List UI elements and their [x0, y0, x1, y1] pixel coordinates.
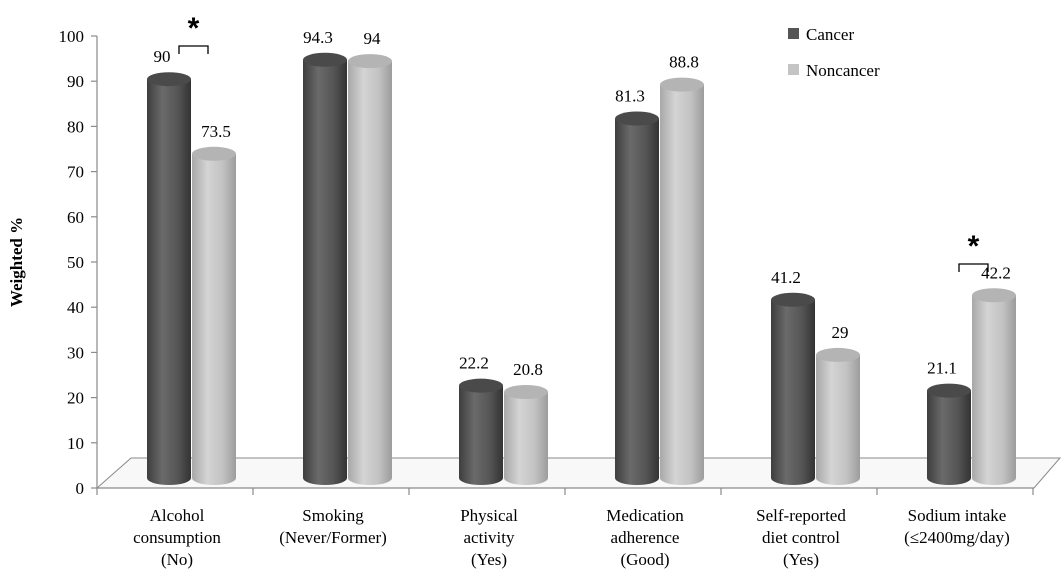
bar-noncancer [660, 77, 704, 486]
bar-top [816, 347, 860, 362]
category-label: Physical activity (Yes) [460, 506, 518, 569]
bar-noncancer [972, 288, 1016, 485]
y-tick-label: 30 [67, 343, 84, 362]
bar-noncancer [192, 146, 236, 485]
y-axis: 0 10 20 30 40 50 60 70 80 90 100 [59, 27, 98, 498]
significance-asterisk: * [188, 12, 200, 45]
data-label-noncancer: 88.8 [669, 53, 699, 72]
bar-cancer [771, 292, 815, 485]
category-labels: Alcohol consumption (No) Smoking (Never/Form… [133, 506, 1010, 569]
significance-marker: * [178, 12, 209, 54]
bar-body [660, 84, 704, 486]
bar-body [927, 390, 971, 485]
bar-top [459, 378, 503, 393]
y-tick-label: 80 [67, 117, 84, 136]
bar-top [348, 54, 392, 69]
data-label-noncancer: 94 [364, 29, 382, 48]
bar-top [504, 384, 548, 399]
data-label-noncancer: 20.8 [513, 360, 543, 379]
bar-cancer [303, 52, 347, 485]
bar-body [615, 118, 659, 486]
y-tick-label: 10 [67, 434, 84, 453]
y-tick-label: 50 [67, 253, 84, 272]
significance-bracket [178, 45, 209, 54]
y-tick-label: 0 [76, 479, 85, 498]
data-label-cancer: 21.1 [927, 359, 957, 378]
bar-body [816, 354, 860, 485]
bar-top [192, 146, 236, 161]
category-label: Self-reported diet control (Yes) [756, 506, 846, 569]
data-label-cancer: 81.3 [615, 87, 645, 106]
bars [147, 52, 1016, 486]
y-axis-ticks: 0 10 20 30 40 50 60 70 80 90 100 [59, 27, 97, 498]
y-tick-label: 100 [59, 27, 85, 46]
data-label-noncancer: 29 [832, 323, 849, 342]
bar-body [303, 59, 347, 485]
legend-label-noncancer: Noncancer [806, 61, 880, 80]
bar-cancer [147, 72, 191, 485]
bar-top [615, 111, 659, 126]
y-tick-label: 90 [67, 72, 84, 91]
significance-asterisk: * [968, 230, 980, 263]
data-label-cancer: 41.2 [771, 268, 801, 287]
significance-marker: * [958, 230, 989, 272]
bar-body [147, 79, 191, 485]
y-axis-label: Weighted % [7, 217, 26, 307]
bar-body [192, 153, 236, 485]
y-tick-label: 20 [67, 389, 84, 408]
bar-cancer [459, 378, 503, 485]
bar-body [972, 295, 1016, 485]
bar-top [660, 77, 704, 92]
significance-markers: ** [178, 12, 989, 272]
bar-noncancer [816, 347, 860, 485]
bar-top [303, 52, 347, 67]
bar-cancer [927, 383, 971, 485]
chart-floor [95, 457, 1061, 489]
data-label-noncancer: 73.5 [201, 122, 231, 141]
significance-bracket [958, 263, 989, 272]
category-label: Medication adherence (Good) [606, 506, 684, 569]
legend-swatch-noncancer [788, 64, 799, 75]
bar-body [504, 391, 548, 485]
bar-body [348, 61, 392, 486]
data-label-cancer: 90 [154, 47, 171, 66]
y-tick-label: 70 [67, 163, 84, 182]
y-tick-label: 40 [67, 298, 84, 317]
legend-swatch-cancer [788, 28, 799, 39]
bar-top [147, 72, 191, 87]
data-label-cancer: 22.2 [459, 354, 489, 373]
bar-body [771, 299, 815, 485]
category-label: Sodium intake (≤2400mg/day) [904, 506, 1010, 547]
category-label: Alcohol consumption (No) [133, 506, 221, 569]
data-label-cancer: 94.3 [303, 28, 333, 47]
bar-body [459, 385, 503, 485]
bar-top [927, 383, 971, 398]
bar-top [972, 288, 1016, 303]
y-tick-label: 60 [67, 208, 84, 227]
bar-noncancer [504, 384, 548, 485]
data-label-noncancer: 42.2 [981, 263, 1011, 282]
legend: Cancer Noncancer [788, 25, 880, 80]
bar-cancer [615, 111, 659, 486]
x-axis-ticks [96, 488, 1034, 495]
legend-label-cancer: Cancer [806, 25, 854, 44]
bar-noncancer [348, 54, 392, 486]
bar-top [771, 292, 815, 307]
value-labels: 90 73.5 94.3 94 22.2 20.8 81.3 88.8 41.2 29 21.1 42… [154, 28, 1011, 379]
category-label: Smoking (Never/Former) [279, 506, 387, 547]
